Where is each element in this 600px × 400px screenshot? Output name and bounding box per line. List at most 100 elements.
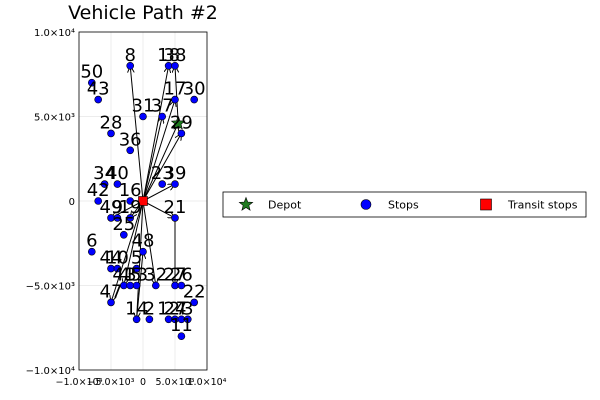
stop-label: 37 xyxy=(151,96,174,117)
stop-label: 5 xyxy=(131,248,142,269)
stop-label: 38 xyxy=(164,45,187,66)
route-arrow xyxy=(142,200,175,218)
stop-label: 39 xyxy=(164,163,187,184)
stop-point xyxy=(126,214,134,222)
stop-label: 30 xyxy=(183,79,206,100)
stop-point xyxy=(177,129,186,138)
stop-point xyxy=(120,231,128,239)
stop-label: 8 xyxy=(124,45,135,66)
stop-point xyxy=(113,180,122,188)
stop-point xyxy=(132,281,141,290)
stop-point xyxy=(113,214,122,222)
stop-label: 48 xyxy=(132,231,155,252)
stop-label: 16 xyxy=(119,180,142,201)
stop-point xyxy=(107,129,115,138)
route-arrow xyxy=(142,100,175,202)
route-arrow xyxy=(137,200,144,319)
stop-point xyxy=(177,332,186,341)
transit-stop-point xyxy=(138,196,148,206)
stop-label: 25 xyxy=(112,214,135,235)
x-tick-label: 0 xyxy=(140,377,146,388)
route-arrow xyxy=(142,117,162,202)
stop-point xyxy=(171,214,179,222)
plot-frame xyxy=(78,31,208,371)
stop-point xyxy=(126,62,134,70)
stop-point xyxy=(190,95,198,104)
stop-label: 41 xyxy=(112,265,135,286)
stop-label: 34 xyxy=(93,163,116,184)
depot-point xyxy=(170,115,186,130)
stop-point xyxy=(100,180,109,188)
stop-point xyxy=(171,95,179,104)
stop-label: 3 xyxy=(182,298,193,319)
stop-label: 6 xyxy=(86,231,97,252)
x-tick-label: 5.0×10³ xyxy=(156,377,195,388)
stop-label: 31 xyxy=(132,96,155,117)
stop-markers xyxy=(88,62,198,341)
stop-label: 43 xyxy=(87,79,110,100)
stop-label: 36 xyxy=(119,129,142,150)
stop-point xyxy=(158,112,166,121)
stop-label: 11 xyxy=(170,315,193,336)
stop-point xyxy=(145,315,154,324)
stop-label: 29 xyxy=(170,112,193,133)
legend-label: Depot xyxy=(268,199,302,212)
stop-label: 45 xyxy=(119,265,142,286)
stop-point xyxy=(158,180,166,188)
stop-point xyxy=(94,95,102,104)
stop-point xyxy=(126,146,134,155)
stop-label: 32 xyxy=(144,265,167,286)
stop-point xyxy=(126,197,134,205)
axis-ticks: 1.0×10⁴5.0×10³0−5.0×10³−1.0×10⁴−1.0×10⁴−… xyxy=(26,28,227,388)
chart-title: Vehicle Path #2 xyxy=(68,2,218,24)
x-tick-label: −1.0×10⁴ xyxy=(56,377,103,388)
stop-label: 22 xyxy=(183,281,206,302)
legend-marker-depot xyxy=(238,196,254,211)
legend-label: Stops xyxy=(388,199,419,212)
route-arrow xyxy=(142,123,178,202)
stop-label: 14 xyxy=(125,298,148,319)
stop-label: 10 xyxy=(106,248,129,269)
y-tick-label: −1.0×10⁴ xyxy=(26,366,75,377)
y-tick-label: −5.0×10³ xyxy=(26,282,75,293)
legend: Depot Stops Transit stops xyxy=(222,191,587,218)
x-tick-label: 1.0×10⁴ xyxy=(188,377,227,388)
x-tick-label: −5.0×10³ xyxy=(88,377,135,388)
route-arrow xyxy=(142,66,169,202)
stop-label: 40 xyxy=(106,163,129,184)
stop-label: 12 xyxy=(157,298,180,319)
stop-label: 23 xyxy=(151,163,174,184)
stop-label: 28 xyxy=(100,112,123,133)
stop-point xyxy=(88,247,96,256)
stop-label: 50 xyxy=(80,62,103,83)
route-arrow xyxy=(142,184,175,202)
stop-label: 44 xyxy=(100,248,123,269)
stop-label: 26 xyxy=(170,265,193,286)
stop-label: 9 xyxy=(112,197,123,218)
legend-marker-transit xyxy=(480,198,492,211)
stop-point xyxy=(132,264,141,273)
stop-point xyxy=(88,78,96,87)
route-paths xyxy=(111,66,181,319)
stop-label: 24 xyxy=(164,298,187,319)
stop-point xyxy=(171,62,179,70)
stop-point xyxy=(171,180,179,188)
stop-label: 18 xyxy=(157,45,180,66)
route-arrow xyxy=(130,66,144,202)
route-arrow xyxy=(142,200,156,286)
route-arrow xyxy=(124,200,144,286)
stop-label: 27 xyxy=(164,265,187,286)
stop-point xyxy=(190,298,198,307)
legend-marker-stops xyxy=(360,199,372,210)
legend-label: Transit stops xyxy=(507,199,578,212)
stop-point xyxy=(139,247,147,256)
stop-label: 17 xyxy=(164,79,187,100)
stop-label: 19 xyxy=(119,197,142,218)
stop-label: 21 xyxy=(164,197,187,218)
stop-point xyxy=(107,298,115,307)
route-arrow xyxy=(142,133,181,202)
route-arrow xyxy=(111,200,144,302)
stop-label: 2 xyxy=(144,298,155,319)
